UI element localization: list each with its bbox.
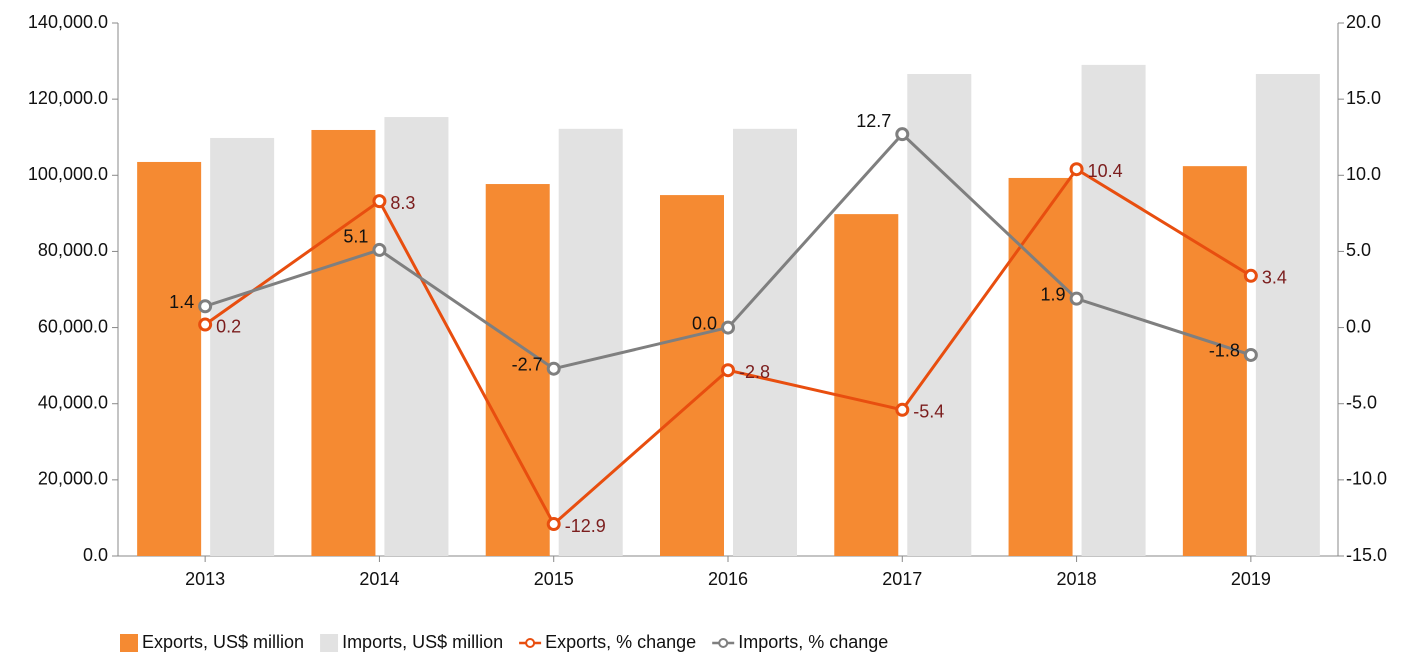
x-tick-label: 2014 (359, 569, 399, 589)
bar (1008, 177, 1073, 556)
data-label: 0.0 (692, 313, 717, 333)
y2-tick-label: -10.0 (1346, 469, 1387, 489)
y2-tick-label: 20.0 (1346, 12, 1381, 32)
data-label: 12.7 (856, 111, 891, 131)
bar (384, 117, 449, 556)
y2-tick-label: 0.0 (1346, 316, 1371, 336)
point (895, 402, 910, 417)
y2-tick-label: 10.0 (1346, 164, 1381, 184)
point (372, 242, 387, 257)
y2-tick-label: -15.0 (1346, 545, 1387, 565)
y2-tick-label: -5.0 (1346, 392, 1377, 412)
bar (1182, 166, 1247, 557)
x-tick-label: 2019 (1231, 569, 1271, 589)
data-label: -12.9 (565, 516, 606, 536)
y-tick-label: 80,000.0 (38, 240, 108, 260)
data-label: 5.1 (343, 227, 368, 247)
x-tick-label: 2017 (882, 569, 922, 589)
data-label: 1.9 (1041, 284, 1066, 304)
data-label: -2.7 (512, 354, 543, 374)
legend-swatch (525, 638, 536, 648)
data-label: -1.8 (1209, 341, 1240, 361)
data-label: 3.4 (1262, 268, 1287, 288)
legend-swatch (120, 634, 138, 652)
point (198, 299, 213, 314)
y-tick-label: 100,000.0 (28, 164, 108, 184)
y-tick-label: 40,000.0 (38, 392, 108, 412)
bar (210, 137, 275, 556)
legend-label: Imports, % change (738, 632, 888, 652)
point (721, 363, 735, 378)
y-tick-label: 20,000.0 (38, 469, 108, 489)
data-label: 1.4 (169, 292, 194, 312)
bar (660, 195, 724, 556)
legend-label: Imports, US$ million (342, 632, 503, 652)
x-tick-label: 2018 (1057, 569, 1097, 589)
y2-tick-label: 5.0 (1346, 240, 1371, 260)
bar (137, 161, 202, 557)
point (546, 517, 561, 532)
data-label: -2.8 (739, 362, 770, 382)
bar (733, 128, 797, 557)
y-tick-label: 60,000.0 (38, 316, 108, 336)
bar (558, 128, 623, 557)
point (895, 127, 910, 142)
point (1243, 347, 1258, 362)
legend-swatch (718, 638, 729, 648)
data-label: -5.4 (913, 402, 944, 422)
point (546, 361, 561, 376)
y2-tick-label: 15.0 (1346, 88, 1381, 108)
y-tick-label: 120,000.0 (28, 88, 108, 108)
x-tick-label: 2016 (708, 569, 748, 589)
x-tick-label: 2013 (185, 569, 225, 589)
legend-swatch (320, 634, 339, 652)
x-tick-label: 2015 (534, 569, 574, 589)
point (1069, 291, 1084, 306)
point (372, 194, 387, 209)
bar (907, 74, 972, 556)
bar (834, 214, 899, 556)
data-label: 10.4 (1088, 161, 1123, 181)
point (198, 317, 213, 332)
y-tick-label: 0.0 (83, 545, 108, 565)
legend-label: Exports, US$ million (142, 632, 304, 652)
legend-label: Exports, % change (545, 632, 696, 652)
point (1069, 162, 1084, 177)
y-tick-label: 140,000.0 (28, 12, 108, 32)
bar (311, 129, 376, 556)
data-label: 8.3 (390, 193, 415, 213)
point (721, 320, 735, 335)
data-label: 0.2 (216, 316, 241, 336)
point (1243, 268, 1258, 283)
bar (1255, 74, 1320, 556)
